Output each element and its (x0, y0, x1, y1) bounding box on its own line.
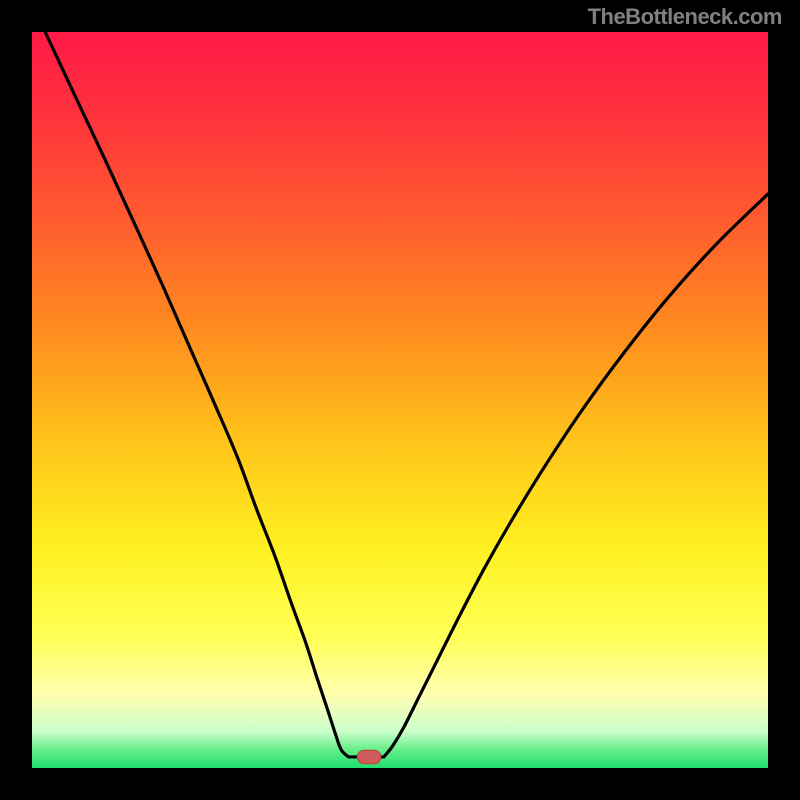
chart-container: TheBottleneck.com (0, 0, 800, 800)
attribution-watermark: TheBottleneck.com (588, 4, 782, 30)
bottleneck-marker (357, 750, 381, 763)
bottleneck-curve-plot (0, 0, 800, 800)
